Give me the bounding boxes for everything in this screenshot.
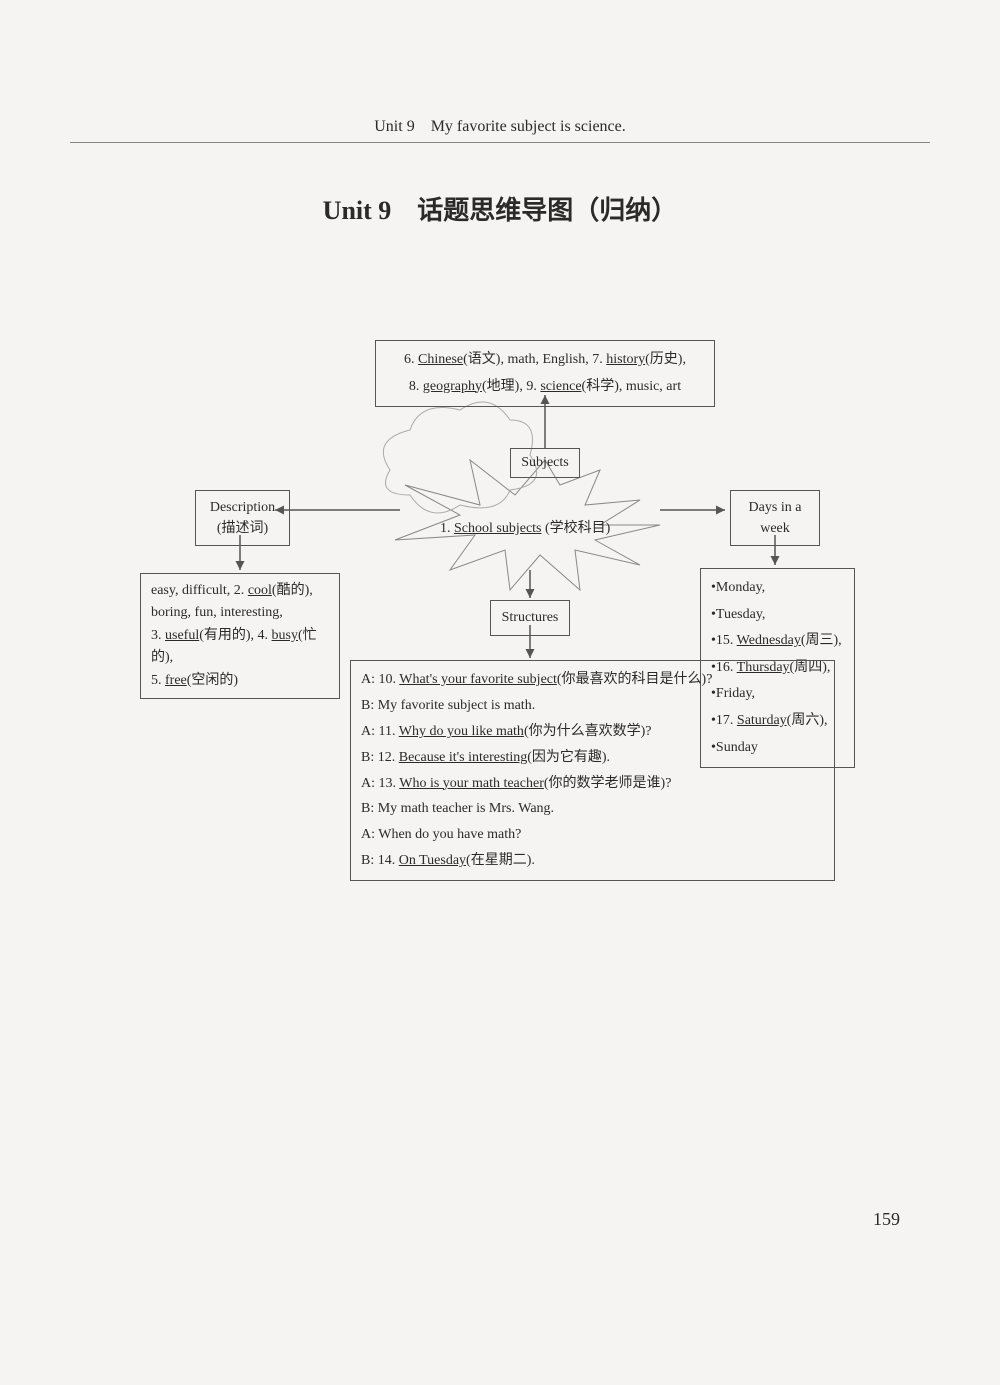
title-unit: Unit 9 — [323, 196, 392, 225]
struct-r5: A: 13. Who is your math teacher(你的数学老师是谁… — [361, 771, 824, 797]
subjects-line2: 8. geography(地理), 9. science(科学), music,… — [386, 374, 704, 401]
day-mon: •Monday, — [711, 575, 844, 602]
structures-box: A: 10. What's your favorite subject(你最喜欢… — [350, 660, 835, 881]
page-number: 159 — [873, 1209, 900, 1230]
subjects-box: 6. Chinese(语文), math, English, 7. histor… — [375, 340, 715, 407]
title-text: 话题思维导图（归纳） — [417, 196, 677, 225]
structures-label: Structures — [490, 600, 570, 636]
desc-l3: 3. useful(有用的), 4. busy(忙的), — [151, 625, 329, 670]
desc-l4: 5. free(空闲的) — [151, 670, 329, 692]
day-wed: •15. Wednesday(周三), — [711, 628, 844, 655]
struct-r6: B: My math teacher is Mrs. Wang. — [361, 796, 824, 822]
struct-r7: A: When do you have math? — [361, 822, 824, 848]
struct-r8: B: 14. On Tuesday(在星期二). — [361, 848, 824, 874]
center-node: 1. School subjects (学校科目) — [440, 517, 610, 537]
description-box: easy, difficult, 2. cool(酷的), boring, fu… — [140, 573, 340, 699]
desc-l1: easy, difficult, 2. cool(酷的), — [151, 580, 329, 602]
subjects-label: Subjects — [510, 448, 580, 478]
header-subtitle: My favorite subject is science. — [431, 118, 626, 135]
day-tue: •Tuesday, — [711, 602, 844, 629]
mind-map-diagram: 6. Chinese(语文), math, English, 7. histor… — [140, 340, 870, 870]
subjects-line1: 6. Chinese(语文), math, English, 7. histor… — [386, 347, 704, 374]
header-unit: Unit 9 — [374, 118, 414, 135]
page-header: Unit 9 My favorite subject is science. — [70, 118, 930, 143]
description-label: Description (描述词) — [195, 490, 290, 546]
desc-l2: boring, fun, interesting, — [151, 602, 329, 624]
page-title: Unit 9 话题思维导图（归纳） — [0, 190, 1000, 227]
struct-r3: A: 11. Why do you like math(你为什么喜欢数学)? — [361, 719, 824, 745]
page: Unit 9 My favorite subject is science. U… — [0, 0, 1000, 1385]
struct-r1: A: 10. What's your favorite subject(你最喜欢… — [361, 667, 824, 693]
struct-r2: B: My favorite subject is math. — [361, 693, 824, 719]
struct-r4: B: 12. Because it's interesting(因为它有趣). — [361, 745, 824, 771]
days-label: Days in a week — [730, 490, 820, 546]
